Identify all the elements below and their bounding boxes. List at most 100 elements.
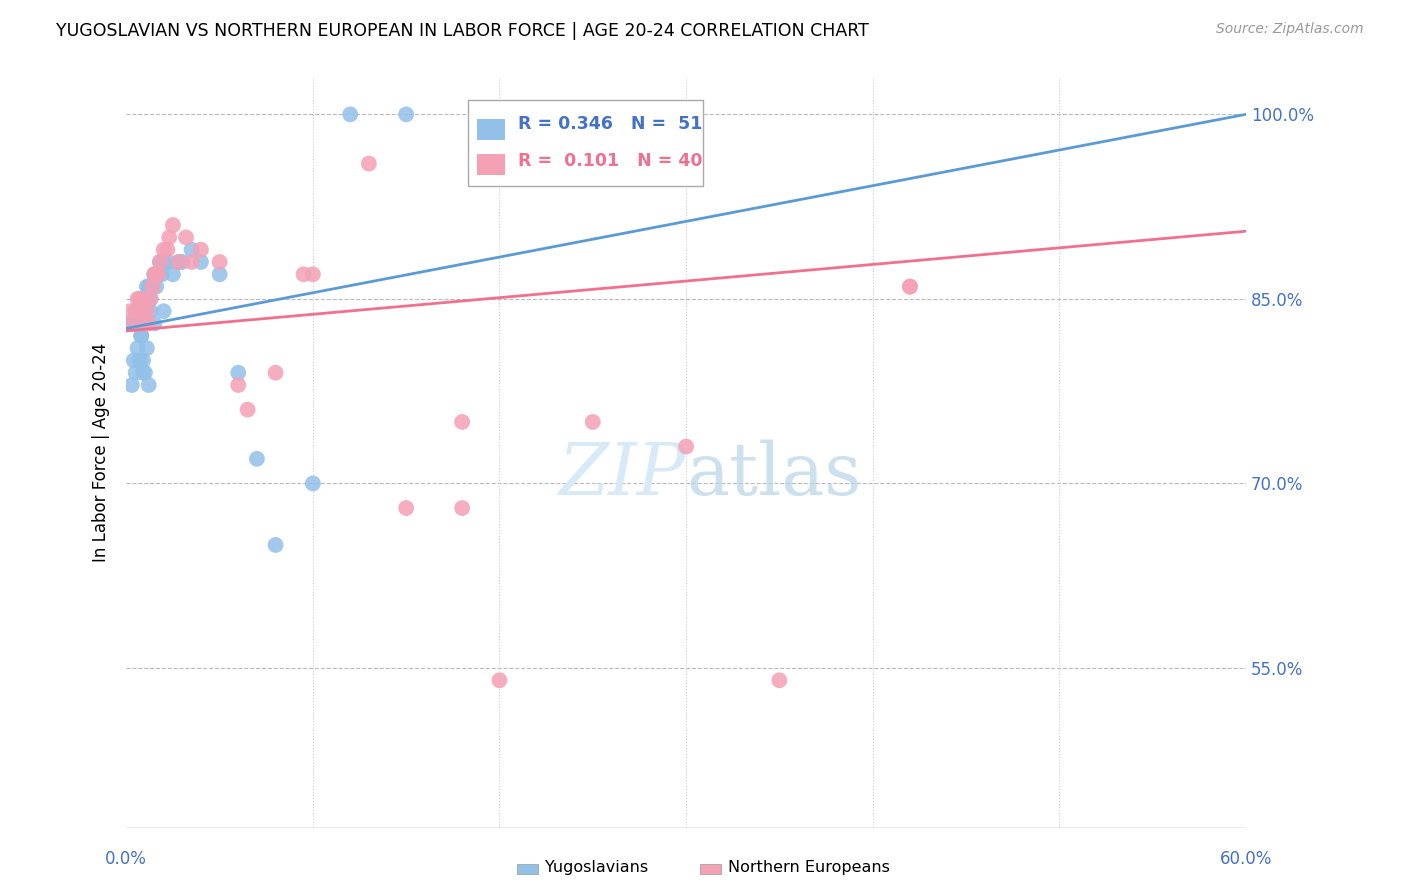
Point: [138, 378, 160, 392]
Point: [139, 292, 162, 306]
Point: [172, 255, 194, 269]
Point: [395, 107, 418, 121]
Point: [162, 268, 184, 282]
Point: [898, 279, 921, 293]
Point: [132, 292, 155, 306]
Point: [768, 673, 790, 688]
Point: [122, 353, 145, 368]
Point: [141, 279, 163, 293]
FancyBboxPatch shape: [477, 119, 505, 140]
Point: [143, 268, 166, 282]
Point: [451, 415, 474, 429]
Point: [139, 279, 162, 293]
Point: [156, 255, 179, 269]
Point: [302, 476, 325, 491]
Point: [156, 243, 179, 257]
Point: [124, 366, 146, 380]
Point: [146, 268, 169, 282]
Y-axis label: In Labor Force | Age 20-24: In Labor Force | Age 20-24: [93, 343, 110, 562]
Point: [246, 451, 269, 466]
Point: [118, 317, 141, 331]
Point: [264, 538, 287, 552]
Point: [127, 317, 149, 331]
Point: [152, 243, 174, 257]
Text: YUGOSLAVIAN VS NORTHERN EUROPEAN IN LABOR FORCE | AGE 20-24 CORRELATION CHART: YUGOSLAVIAN VS NORTHERN EUROPEAN IN LABO…: [56, 22, 869, 40]
Point: [132, 353, 155, 368]
Text: 0.0%: 0.0%: [105, 850, 148, 868]
Point: [146, 268, 169, 282]
Point: [145, 268, 167, 282]
Point: [138, 317, 160, 331]
Point: [128, 304, 150, 318]
Point: [129, 304, 152, 318]
Point: [135, 279, 157, 293]
Point: [135, 341, 157, 355]
Point: [898, 279, 921, 293]
Point: [226, 378, 249, 392]
Point: [150, 268, 173, 282]
Text: Northern Europeans: Northern Europeans: [728, 860, 890, 875]
Point: [357, 156, 380, 170]
Point: [152, 304, 174, 318]
Point: [395, 501, 418, 516]
Point: [162, 218, 184, 232]
Text: Yugoslavians: Yugoslavians: [546, 860, 648, 875]
Point: [134, 317, 156, 331]
Point: [149, 255, 172, 269]
Point: [167, 255, 190, 269]
Point: [145, 268, 167, 282]
Point: [339, 107, 361, 121]
Point: [180, 243, 202, 257]
Point: [675, 440, 697, 454]
Text: ZIP: ZIP: [558, 440, 686, 510]
Point: [488, 673, 510, 688]
Point: [143, 317, 166, 331]
Point: [582, 415, 605, 429]
Point: [451, 501, 474, 516]
Point: [129, 328, 152, 343]
Point: [139, 304, 162, 318]
Point: [118, 304, 141, 318]
Point: [143, 268, 166, 282]
Point: [180, 255, 202, 269]
Point: [208, 255, 231, 269]
Point: [167, 255, 190, 269]
Point: [124, 304, 146, 318]
Point: [132, 304, 155, 318]
Point: [208, 268, 231, 282]
Point: [127, 341, 149, 355]
Point: [121, 378, 143, 392]
FancyBboxPatch shape: [477, 154, 505, 175]
Point: [121, 317, 143, 331]
Point: [152, 255, 174, 269]
Point: [124, 304, 146, 318]
Point: [129, 328, 152, 343]
Point: [190, 255, 212, 269]
Point: [134, 366, 156, 380]
Point: [138, 279, 160, 293]
Point: [157, 230, 180, 244]
Point: [236, 402, 259, 417]
Point: [141, 279, 163, 293]
Point: [145, 279, 167, 293]
Point: [134, 292, 156, 306]
Point: [132, 366, 155, 380]
Point: [302, 268, 325, 282]
Point: [226, 366, 249, 380]
Text: atlas: atlas: [686, 440, 862, 510]
Point: [139, 292, 162, 306]
Point: [129, 304, 152, 318]
Text: R =  0.101   N = 40: R = 0.101 N = 40: [519, 153, 703, 170]
Point: [128, 292, 150, 306]
Text: 60.0%: 60.0%: [1219, 850, 1272, 868]
Point: [190, 243, 212, 257]
Point: [121, 317, 143, 331]
Text: Source: ZipAtlas.com: Source: ZipAtlas.com: [1216, 22, 1364, 37]
Text: R = 0.346   N =  51: R = 0.346 N = 51: [519, 115, 703, 133]
Point: [174, 230, 197, 244]
Point: [134, 304, 156, 318]
Point: [264, 366, 287, 380]
Point: [135, 304, 157, 318]
Point: [135, 292, 157, 306]
Point: [292, 268, 315, 282]
